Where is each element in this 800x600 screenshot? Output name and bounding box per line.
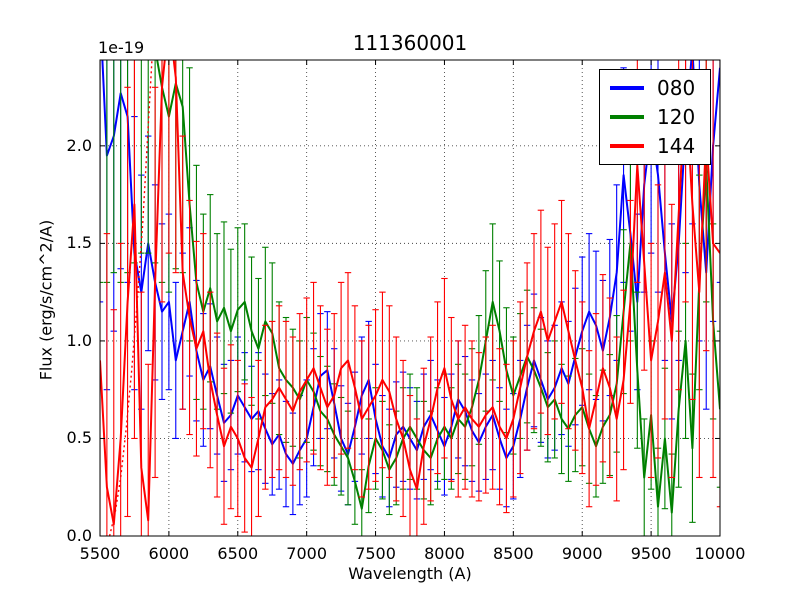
y-axis-offset-label: 1e-19 xyxy=(98,38,145,57)
series-144 xyxy=(100,60,720,536)
x-tick-10000: 10000 xyxy=(694,544,746,563)
legend-item-144: 144 xyxy=(610,135,700,157)
y-tick-2.0: 2.0 xyxy=(66,135,92,155)
x-tick-7500: 7500 xyxy=(355,544,396,563)
x-tick-6000: 6000 xyxy=(148,544,190,563)
axes-spines xyxy=(99,59,721,537)
legend-label-144: 144 xyxy=(657,134,696,158)
legend-item-120: 120 xyxy=(610,106,700,128)
x-tick-9500: 9500 xyxy=(630,544,672,563)
y-tick-0.0: 0.0 xyxy=(66,526,92,545)
legend-swatch-144 xyxy=(610,144,644,148)
series-line-144 xyxy=(100,60,720,526)
x-tick-6500: 6500 xyxy=(217,544,259,563)
y-tick-0.5: 0.5 xyxy=(66,428,92,448)
legend-swatch-080 xyxy=(610,86,644,90)
x-tick-8500: 8500 xyxy=(492,544,534,563)
x-tick-8000: 8000 xyxy=(424,544,465,563)
x-axis-label: Wavelength (A) xyxy=(348,564,472,583)
y-tick-1.0: 1.0 xyxy=(66,330,92,350)
dotted-overlay-0 xyxy=(108,60,153,536)
legend-label-120: 120 xyxy=(657,105,696,129)
legend-label-080: 080 xyxy=(657,76,696,100)
x-tick-5500: 5500 xyxy=(79,544,121,563)
x-tick-9000: 9000 xyxy=(561,544,603,563)
legend-swatch-120 xyxy=(610,115,644,119)
tick-marks xyxy=(99,60,721,537)
legend: 080 120 144 xyxy=(599,69,711,165)
y-tick-1.5: 1.5 xyxy=(66,233,92,253)
legend-item-080: 080 xyxy=(610,77,700,99)
chart-title: 111360001 xyxy=(352,31,468,55)
x-tick-7000: 7000 xyxy=(286,544,328,563)
